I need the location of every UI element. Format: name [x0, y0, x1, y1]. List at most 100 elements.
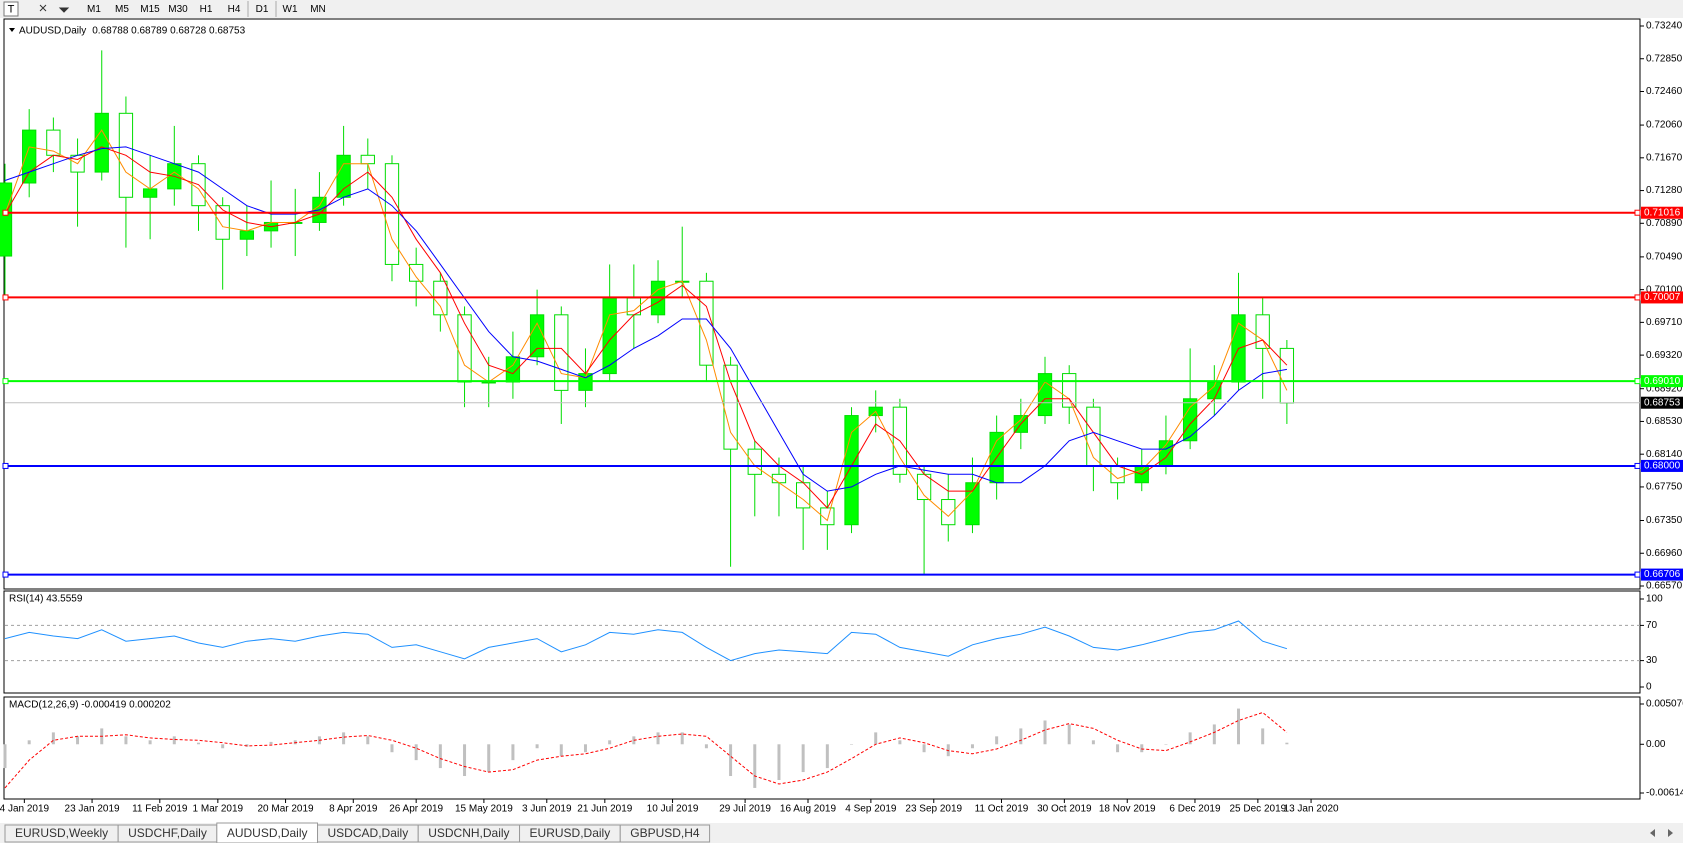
moving-average: [4, 146, 1288, 509]
chart-subtitle: 0.68788 0.68789 0.68728 0.68753: [92, 26, 245, 37]
panel-frame: [3, 18, 1641, 590]
tab-label[interactable]: AUDUSD,Daily: [227, 826, 308, 840]
histogram-bar: [27, 740, 31, 745]
tab-label[interactable]: USDCNH,Daily: [428, 826, 509, 840]
histogram-bar: [196, 742, 200, 745]
x-tick-label: 15 May 2019: [455, 804, 513, 815]
x-tick-label: 13 Jan 2020: [1284, 804, 1339, 815]
x-tick-label: 23 Jan 2019: [65, 804, 120, 815]
candle-body: [699, 280, 714, 366]
histogram-bar: [1091, 740, 1095, 745]
period-button[interactable]: H4: [228, 4, 241, 15]
tab-scroll[interactable]: [1650, 829, 1673, 837]
histogram-bar: [850, 744, 854, 745]
level-handle: [1634, 571, 1641, 578]
histogram-bar: [559, 744, 563, 757]
period-button[interactable]: M5: [115, 4, 129, 15]
text-tool[interactable]: [3, 1, 19, 17]
period-button[interactable]: W1: [283, 4, 298, 15]
period-button[interactable]: M1: [87, 4, 101, 15]
tab-label[interactable]: USDCHF,Daily: [128, 826, 207, 840]
y-tick-label: 0.005076: [1646, 699, 1683, 710]
histogram-bar: [801, 744, 805, 773]
header-arrow: [9, 28, 15, 32]
chart-title: AUDUSD,Daily: [19, 26, 86, 37]
x-tick-label: 4 Jan 2019: [0, 804, 50, 815]
level-label-box: [1641, 459, 1683, 472]
histogram-bar: [922, 744, 926, 753]
candle-body: [1279, 347, 1295, 404]
y-tick-label: 0: [1646, 682, 1652, 693]
y-tick-label: 0.70100: [1646, 284, 1683, 295]
period-button[interactable]: M30: [168, 4, 188, 15]
level-label-box: [1641, 568, 1683, 581]
histogram-bar: [1261, 728, 1265, 745]
period-button[interactable]: D1: [256, 4, 269, 15]
candle-body: [22, 129, 37, 184]
indicator-title: RSI(14) 43.5559: [9, 594, 83, 605]
last-price-label: 0.68753: [1644, 397, 1681, 408]
candle-body: [1182, 398, 1198, 442]
candle-body: [142, 188, 158, 198]
candle-body: [0, 182, 13, 257]
candle-body: [723, 364, 738, 450]
candle-body: [529, 314, 545, 358]
histogram-bar: [970, 744, 974, 749]
level-handle: [2, 294, 9, 301]
histogram-bar: [704, 744, 708, 749]
histogram-bar: [76, 736, 80, 745]
period-button[interactable]: H1: [200, 4, 213, 15]
tool-icons[interactable]: [39, 4, 70, 13]
histogram-bar: [1188, 732, 1192, 745]
histogram-bar: [414, 744, 418, 761]
level-label: 0.70007: [1644, 292, 1681, 303]
x-tick-label: 18 Nov 2019: [1099, 804, 1156, 815]
histogram-bar: [1285, 742, 1289, 745]
text-tool-icon: T: [8, 3, 15, 15]
tab-label[interactable]: GBPUSD,H4: [630, 826, 700, 840]
y-tick-label: 0.69320: [1646, 350, 1683, 361]
histogram-bar: [583, 744, 587, 753]
x-tick-label: 3 Jun 2019: [522, 804, 572, 815]
histogram-bar: [753, 744, 757, 788]
histogram-bar: [535, 744, 539, 749]
candle-body: [336, 154, 351, 198]
tab-label[interactable]: EURUSD,Daily: [530, 826, 611, 840]
histogram-bar: [463, 744, 467, 777]
level-label: 0.68000: [1644, 461, 1681, 472]
candle-body: [747, 448, 762, 475]
x-tick-label: 26 Apr 2019: [389, 804, 443, 815]
x-tick-label: 30 Oct 2019: [1037, 804, 1092, 815]
x-tick-label: 6 Dec 2019: [1169, 804, 1221, 815]
x-tick-label: 16 Aug 2019: [780, 804, 837, 815]
y-tick-label: 0.67750: [1646, 482, 1683, 493]
histogram-bar: [656, 732, 660, 745]
period-button[interactable]: M15: [140, 4, 160, 15]
histogram-bar: [51, 732, 55, 745]
level-handle: [2, 209, 9, 216]
y-tick-label: 0.70890: [1646, 218, 1683, 229]
histogram-bar: [1212, 724, 1216, 745]
panel-frame: [3, 590, 1641, 694]
level-label-box: [1641, 206, 1683, 219]
y-tick-label: 0.71280: [1646, 185, 1683, 196]
level-label: 0.69010: [1644, 376, 1681, 387]
tab-label[interactable]: USDCAD,Daily: [328, 826, 409, 840]
y-tick-label: 0.70490: [1646, 252, 1683, 263]
level-handle: [1634, 209, 1641, 216]
y-tick-label: 0.66570: [1646, 581, 1683, 592]
level-handle: [2, 378, 9, 385]
candle-body: [384, 163, 400, 265]
tab[interactable]: [619, 824, 711, 843]
signal-line: [4, 711, 1288, 789]
period-button[interactable]: MN: [310, 4, 326, 15]
tab-label[interactable]: EURUSD,Weekly: [15, 826, 108, 840]
y-tick-label: 0.72060: [1646, 120, 1683, 131]
histogram-bar: [1237, 708, 1241, 745]
x-tick-label: 20 Mar 2019: [257, 804, 314, 815]
y-tick-label: 0.66960: [1646, 548, 1683, 559]
x-tick-label: 11 Feb 2019: [132, 804, 188, 815]
level-handle: [1634, 462, 1641, 469]
level-handle: [1634, 378, 1641, 385]
indicator-title: MACD(12,26,9) -0.000419 0.000202: [9, 700, 171, 711]
